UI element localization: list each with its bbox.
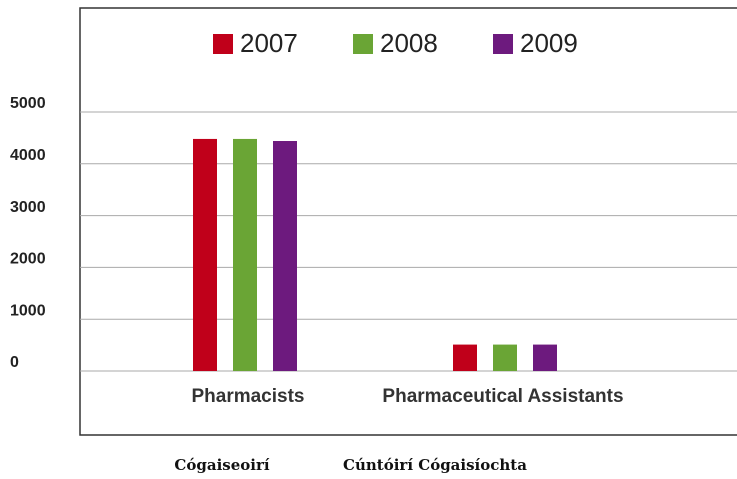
y-tick-label: 5000	[10, 95, 46, 112]
y-tick-label: 4000	[10, 147, 46, 164]
legend-label: 2008	[380, 28, 438, 58]
bar	[453, 344, 477, 371]
bar	[273, 141, 297, 371]
legend-swatch	[493, 34, 513, 54]
legend-label: 2007	[240, 28, 298, 58]
x-tick-label: Pharmaceutical Assistants	[382, 386, 623, 407]
y-tick-label: 1000	[10, 302, 46, 319]
bar	[533, 344, 557, 371]
legend-swatch	[213, 34, 233, 54]
category-translation: Cúntóirí Cógaisíochta	[343, 456, 527, 474]
bar	[493, 344, 517, 371]
y-tick-label: 3000	[10, 199, 46, 216]
category-translation: Cógaiseoirí	[174, 456, 269, 474]
bar	[193, 138, 217, 371]
x-tick-label: Pharmacists	[191, 386, 304, 407]
y-tick-label: 0	[10, 354, 19, 371]
plot-frame	[79, 7, 737, 436]
y-tick-label: 2000	[10, 251, 46, 268]
bar	[233, 138, 257, 371]
legend-label: 2009	[520, 28, 578, 58]
legend-swatch	[353, 34, 373, 54]
